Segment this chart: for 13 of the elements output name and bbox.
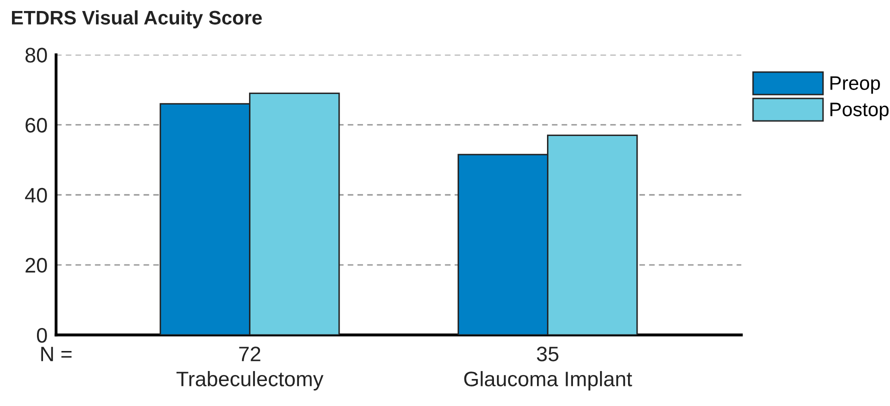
text: 72 bbox=[239, 346, 260, 362]
y-tick-label: 60 bbox=[26, 118, 47, 133]
legend-label: Preop bbox=[830, 76, 880, 94]
text: N = bbox=[41, 346, 72, 362]
text: 35 bbox=[536, 346, 558, 362]
y-tick-label: 0 bbox=[36, 328, 47, 343]
y-tick-label: 80 bbox=[25, 48, 47, 63]
y-tick-label: 40 bbox=[25, 188, 47, 203]
legend-label: Postop bbox=[830, 102, 889, 120]
x-tick-label: Trabeculectomy bbox=[176, 371, 324, 390]
chart-title: ETDRS Visual Acuity Score bbox=[12, 10, 262, 28]
x-tick-label: Glaucoma Implant bbox=[464, 371, 632, 390]
y-tick-label: 20 bbox=[26, 258, 47, 273]
